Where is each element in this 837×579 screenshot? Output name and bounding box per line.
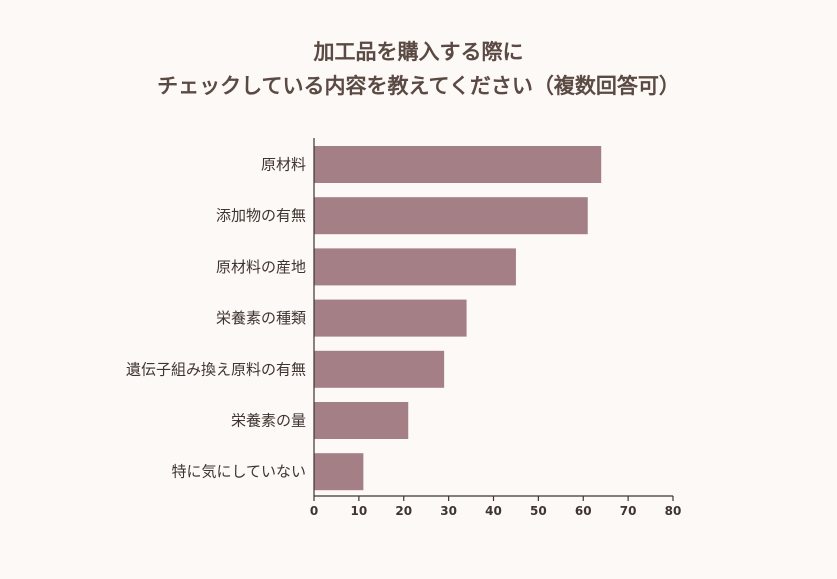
bar-2: [314, 248, 516, 286]
bars-group: [314, 146, 602, 491]
x-tick-label-3: 30: [440, 504, 457, 518]
category-label-6: 特に気にしていない: [171, 463, 306, 481]
chart-title-line-2: チェックしている内容を教えてください（複数回答可）: [157, 74, 680, 98]
x-ticks: 0 10 20 30 40 50 60 70 80: [310, 496, 682, 518]
x-tick-label-5: 50: [530, 504, 547, 518]
x-tick-label-7: 70: [620, 504, 637, 518]
x-tick-label-6: 60: [575, 504, 592, 518]
x-tick-label-1: 10: [351, 504, 368, 518]
category-label-2: 原材料の産地: [216, 258, 306, 276]
bar-3: [314, 299, 467, 337]
bar-1: [314, 197, 588, 235]
category-label-3: 栄養素の種類: [216, 309, 306, 327]
bar-4: [314, 350, 445, 388]
category-label-0: 原材料: [261, 156, 306, 174]
bar-6: [314, 453, 364, 491]
x-tick-label-8: 80: [665, 504, 682, 518]
bar-0: [314, 146, 602, 183]
bar-5: [314, 402, 409, 439]
x-tick-label-0: 0: [310, 504, 318, 518]
category-label-1: 添加物の有無: [216, 207, 306, 225]
category-labels: 原材料添加物の有無原材料の産地栄養素の種類遺伝子組み換え原料の有無栄養素の量特に…: [126, 156, 306, 481]
x-tick-label-4: 40: [485, 504, 502, 518]
x-tick-label-2: 20: [395, 504, 412, 518]
chart-title-line-1: 加工品を購入する際に: [313, 40, 524, 64]
category-label-4: 遺伝子組み換え原料の有無: [126, 360, 306, 378]
category-label-5: 栄養素の量: [231, 412, 306, 430]
